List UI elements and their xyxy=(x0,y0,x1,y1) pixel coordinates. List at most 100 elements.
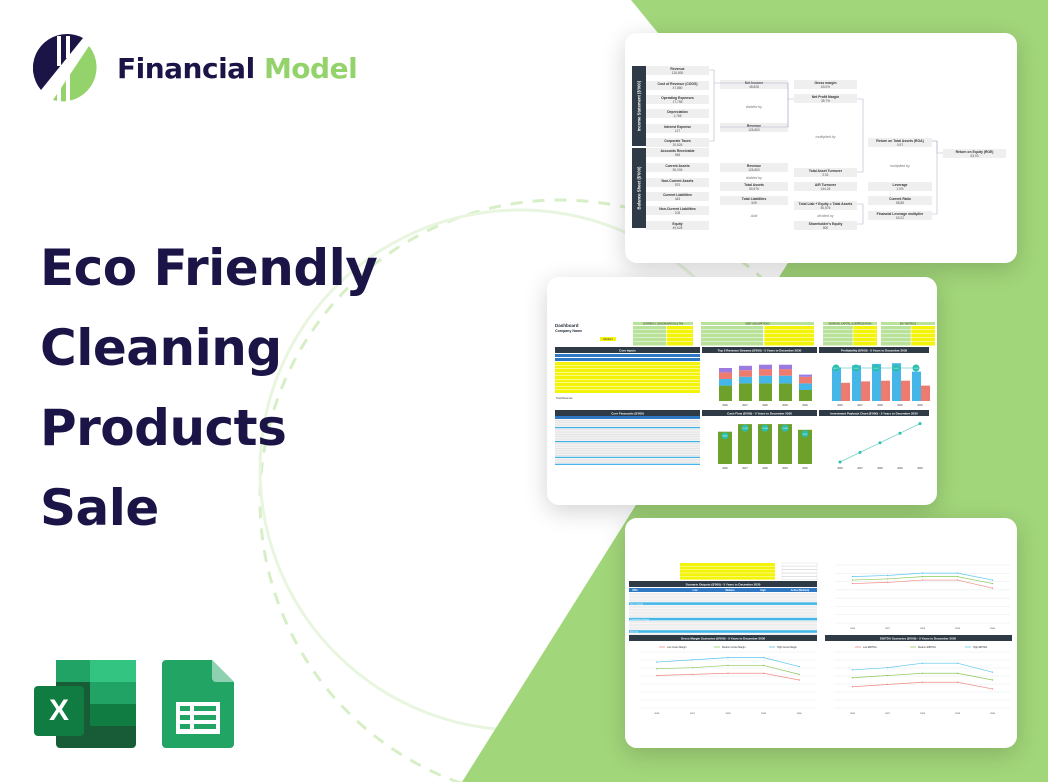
metric-value: 20,826 xyxy=(673,143,683,147)
metric-box xyxy=(868,138,932,147)
legend-label: Low EBITDA xyxy=(863,646,877,649)
scenario-point xyxy=(727,656,729,659)
net-cash-label: 10,726 xyxy=(742,428,748,430)
scenario-preview: Scenario Outputs ($'000) - 5 Years to De… xyxy=(629,562,1012,715)
net-cash-marker xyxy=(781,424,789,432)
metric-value: 105 xyxy=(675,211,681,215)
scenario-point xyxy=(851,582,854,585)
table-cell xyxy=(633,342,666,346)
assumption-table-title: WORKING CAPITAL & DEPRECIATION xyxy=(829,323,872,326)
scenario-point xyxy=(886,581,889,584)
financials-row xyxy=(555,423,700,425)
scenario-point xyxy=(656,674,658,677)
metric-box xyxy=(646,138,709,147)
ebitda-bar xyxy=(861,381,870,401)
dashboard-card: Dashboard Company Name Medium CURRENCY, DEN… xyxy=(547,277,937,505)
section-header-title: Core Financials ($'000) xyxy=(611,411,644,415)
metric-box xyxy=(720,80,788,89)
dupont-diagram: Income Statement ($'000) Balance Sheet ($… xyxy=(632,66,1006,230)
kpi-row xyxy=(629,608,817,612)
metric-label: Shareholder's Equity xyxy=(809,222,843,226)
scenario-point xyxy=(956,572,959,574)
metric-label: Interest Expense xyxy=(664,125,691,129)
metric-label: Total Liab + Equity = Total Assets xyxy=(799,202,853,206)
metric-label: A/R Turnover xyxy=(815,183,837,187)
metric-value: 126,800 xyxy=(748,168,760,172)
metric-label: Non-Current Assets xyxy=(662,179,694,183)
table-cell xyxy=(823,334,853,338)
input-row xyxy=(555,369,700,372)
table-cell xyxy=(881,338,911,342)
svg-text:X: X xyxy=(49,694,69,727)
x-tick-label: 2029 xyxy=(782,404,788,407)
metric-box xyxy=(646,95,709,104)
metric-label: Revenue xyxy=(747,124,761,128)
operator-label: Add xyxy=(750,214,758,218)
scenario-point xyxy=(991,587,994,589)
x-tick-label: 2027 xyxy=(857,404,863,407)
net-cash-marker xyxy=(721,432,729,440)
legend-label: Medium Gross Margin xyxy=(722,646,746,649)
table-header-row xyxy=(555,354,700,357)
scenario-line-low xyxy=(852,579,993,589)
section-label: Income Statement ($'000) xyxy=(637,80,642,131)
metric-value: 948 xyxy=(675,153,681,157)
section-header-title: Gross Margin Scenarios ($'000) - 5 Years… xyxy=(681,636,766,640)
operator-label: multiplied by xyxy=(816,135,836,139)
table-cell xyxy=(666,330,693,334)
title-line: Cleaning xyxy=(40,319,282,377)
net-cash-marker xyxy=(761,424,769,432)
metric-label: Return on Total Assets (ROA) xyxy=(876,139,923,143)
table-cell xyxy=(881,330,911,334)
financials-row xyxy=(555,442,700,444)
metric-label: Accounts Receivable xyxy=(660,149,694,153)
table-cell xyxy=(633,334,666,338)
metric-label: Current Liabilities xyxy=(663,193,692,197)
metric-value: 1.0% xyxy=(896,187,903,191)
kpi-column-header: Active (Medium) xyxy=(791,589,810,592)
kpi-row-label: EBITDA xyxy=(630,630,638,633)
legend-label: Low Gross Margin xyxy=(667,646,687,649)
revenue-bar-segment xyxy=(719,368,732,373)
metric-label: Financial Leverage multiplier xyxy=(877,212,924,216)
financials-row xyxy=(555,448,700,450)
assumption-table-title: KEY METRICS xyxy=(900,323,917,326)
table-cell xyxy=(823,338,853,342)
metric-box xyxy=(646,221,709,230)
metric-box xyxy=(720,182,788,191)
table-cell xyxy=(764,342,814,346)
net-cash-label: 10,965 xyxy=(762,428,768,430)
x-tick-label: 2030 xyxy=(917,467,923,470)
input-row xyxy=(555,362,700,365)
section-header-title: Top 5 Revenue Streams ($'000) - 5 Years … xyxy=(718,348,802,352)
kpi-row-label: Gross Margin xyxy=(630,603,644,606)
table-cell xyxy=(701,338,764,342)
metric-label: Total Assets xyxy=(744,183,764,187)
table-cell xyxy=(911,326,935,330)
kpi-header-row xyxy=(629,588,817,592)
table-cell xyxy=(823,326,853,330)
section-header xyxy=(825,635,1012,641)
metric-box xyxy=(720,163,788,172)
input-row xyxy=(555,372,700,376)
table-cell xyxy=(764,326,814,330)
table-cell xyxy=(633,330,666,334)
revenue-bar-segment xyxy=(779,364,792,370)
net-cash-label: 9,071 xyxy=(803,434,808,436)
x-tick-label: 2026 xyxy=(837,467,843,470)
metric-label: Current Ratio xyxy=(889,197,911,201)
metric-box xyxy=(868,182,932,191)
revenue-bar-segment xyxy=(799,383,812,390)
driver-active-cell xyxy=(781,573,818,577)
connector-line xyxy=(932,140,938,215)
table-cell xyxy=(701,330,764,334)
x-tick-label: 2029 xyxy=(955,713,961,715)
driver-row xyxy=(680,576,775,580)
page-title: Eco Friendly Cleaning Products Sale xyxy=(40,228,378,548)
metric-value: 144.24 xyxy=(821,187,831,191)
input-row xyxy=(555,383,700,386)
metric-value: 1,785 xyxy=(674,114,682,118)
operator-label: divided by xyxy=(817,214,833,218)
table-cell xyxy=(911,330,935,334)
